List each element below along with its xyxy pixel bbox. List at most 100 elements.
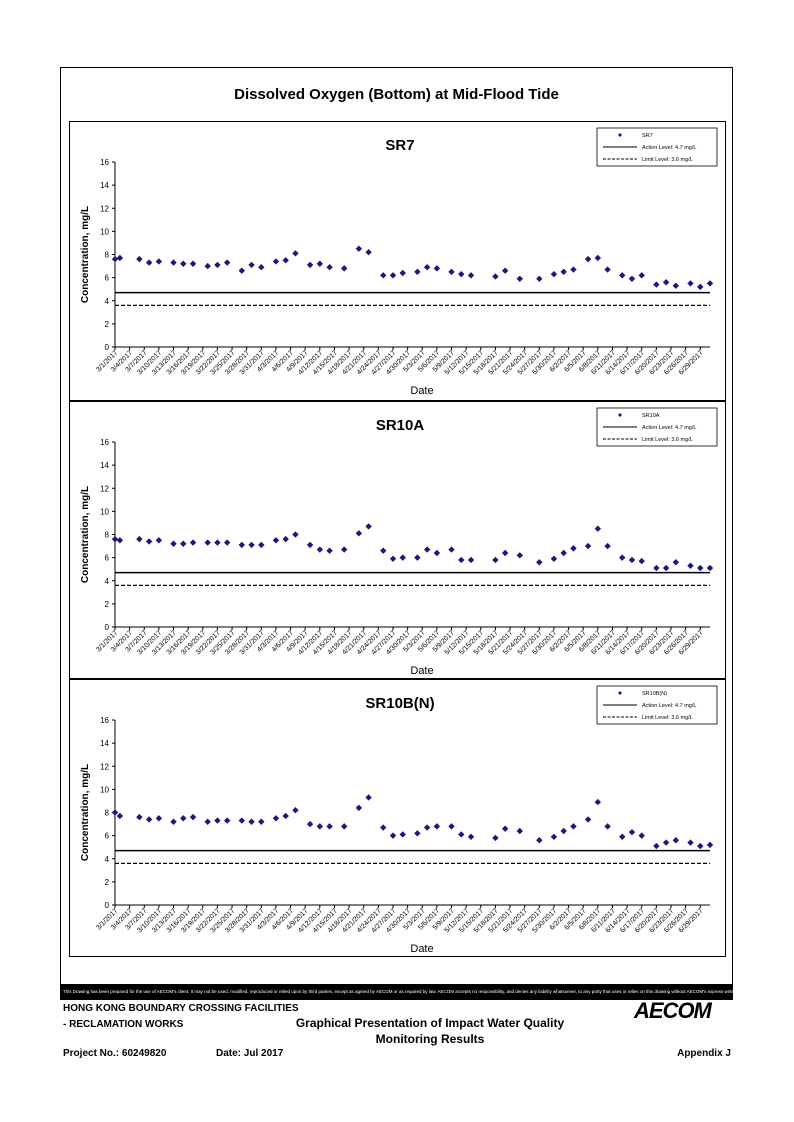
data-point	[672, 559, 680, 566]
y-tick-label: 14	[100, 461, 109, 470]
document-date: Date: Jul 2017	[216, 1048, 284, 1059]
data-point	[501, 267, 509, 274]
data-point	[170, 540, 177, 547]
data-point	[492, 834, 499, 842]
data-point	[282, 812, 289, 820]
data-point	[550, 270, 558, 278]
appendix-label: Appendix J	[677, 1048, 731, 1059]
y-axis-label: Concentration, mg/L	[80, 764, 91, 861]
x-axis-label: Date	[410, 665, 433, 677]
data-point	[389, 272, 397, 279]
data-point	[687, 839, 694, 846]
data-point	[423, 824, 431, 831]
data-point	[448, 546, 455, 553]
data-point	[155, 537, 163, 544]
data-point	[628, 556, 636, 564]
legend-action-label: Action Level: 4.7 mg/L	[642, 425, 696, 431]
data-point	[326, 264, 333, 271]
y-tick-label: 8	[105, 531, 110, 540]
data-point	[662, 279, 670, 286]
data-point	[258, 818, 265, 825]
data-point	[316, 546, 324, 553]
data-point	[180, 540, 187, 547]
data-point	[687, 562, 694, 569]
y-tick-label: 8	[105, 251, 110, 260]
data-point	[662, 564, 670, 572]
project-number: Project No.: 60249820	[63, 1048, 167, 1059]
data-point	[292, 250, 299, 257]
document-title-line2: Monitoring Results	[375, 1032, 485, 1046]
data-point	[258, 264, 265, 271]
data-point	[365, 248, 372, 256]
legend-action-label: Action Level: 4.7 mg/L	[642, 145, 696, 151]
data-point	[662, 839, 670, 846]
data-point	[399, 269, 406, 277]
data-point	[204, 818, 211, 825]
data-point	[214, 817, 221, 824]
legend-series-label: SR7	[642, 133, 653, 139]
disclaimer-bar: This Drawing has been prepared for the u…	[60, 984, 733, 999]
data-point	[536, 837, 543, 844]
data-point	[467, 556, 475, 564]
x-axis-label: Date	[410, 385, 433, 397]
data-point	[570, 266, 577, 273]
legend-marker	[618, 133, 622, 137]
chart-panel-sr10b-n: SR10B(N) 0 2 4 6 8 10 12 14 16 Concentration, mg/L…	[69, 679, 726, 957]
data-point	[594, 254, 602, 262]
data-point	[448, 268, 455, 276]
y-tick-label: 12	[100, 484, 109, 493]
data-point	[414, 554, 421, 561]
project-name-line2: - RECLAMATION WORKS	[63, 1019, 184, 1030]
data-point	[560, 268, 567, 276]
data-point	[155, 258, 163, 265]
data-point	[170, 259, 177, 266]
drawing-frame	[60, 67, 733, 1000]
data-point	[365, 523, 372, 530]
data-point	[414, 830, 421, 837]
data-point	[116, 812, 124, 820]
data-point	[458, 270, 465, 278]
data-point	[341, 546, 348, 553]
project-name-line1: HONG KONG BOUNDARY CROSSING FACILITIES	[63, 1003, 299, 1014]
data-point	[180, 260, 187, 267]
data-point	[238, 267, 246, 274]
data-point	[189, 539, 197, 546]
data-point	[516, 275, 523, 282]
data-point	[341, 265, 348, 272]
data-point	[272, 815, 280, 822]
data-point	[258, 541, 265, 549]
data-point	[380, 824, 387, 831]
legend-marker	[618, 691, 622, 695]
chart-title: SR10A	[376, 417, 425, 434]
data-point	[501, 549, 509, 557]
data-point	[306, 261, 314, 269]
data-point	[326, 547, 333, 554]
data-point	[433, 265, 441, 272]
legend-limit-label: Limit Level: 3.6 mg/L	[642, 715, 693, 721]
data-point	[604, 542, 611, 550]
data-point	[550, 555, 558, 562]
chart-svg: SR10B(N) 0 2 4 6 8 10 12 14 16 Concentration, mg/L…	[80, 685, 718, 955]
y-tick-label: 2	[105, 320, 110, 329]
legend-limit-label: Limit Level: 3.6 mg/L	[642, 437, 693, 443]
data-point	[116, 537, 124, 544]
data-point	[619, 272, 626, 279]
data-point	[248, 261, 255, 269]
data-point	[687, 280, 694, 287]
data-point	[604, 823, 611, 830]
data-point	[467, 272, 475, 279]
data-point	[619, 833, 626, 840]
data-point	[238, 817, 246, 824]
data-point	[223, 539, 231, 546]
chart-title: SR10B(N)	[365, 695, 434, 712]
data-point	[492, 273, 499, 280]
data-point	[516, 827, 523, 835]
y-tick-label: 16	[100, 716, 109, 725]
data-point	[214, 261, 221, 269]
data-point	[706, 841, 714, 849]
data-point	[458, 556, 465, 564]
data-point	[423, 546, 431, 553]
chart-title: SR7	[385, 137, 414, 154]
legend-series-label: SR10B(N)	[642, 691, 667, 697]
